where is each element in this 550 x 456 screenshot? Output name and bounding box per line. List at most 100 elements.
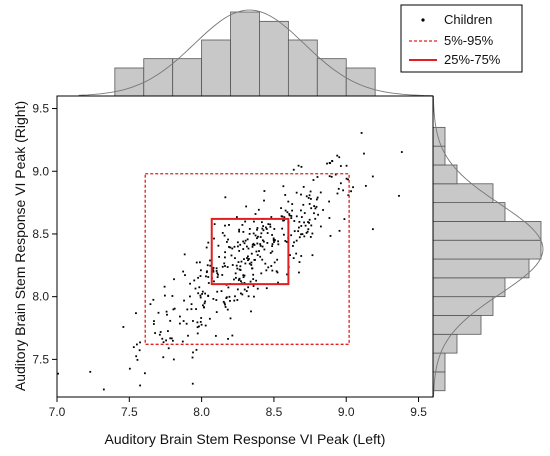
- data-point: [243, 242, 246, 245]
- data-point: [298, 220, 301, 223]
- data-point: [253, 244, 256, 246]
- data-point: [305, 195, 308, 198]
- data-point: [309, 190, 312, 193]
- data-point: [277, 243, 280, 246]
- data-point: [261, 258, 264, 261]
- data-point: [185, 322, 188, 325]
- data-point: [224, 265, 226, 267]
- data-point: [238, 228, 241, 231]
- data-point: [272, 237, 275, 240]
- data-point: [213, 280, 215, 283]
- data-point: [196, 321, 199, 324]
- data-point: [273, 241, 275, 243]
- data-point: [196, 332, 199, 335]
- data-point: [242, 231, 245, 233]
- top-histogram-bar: [114, 67, 145, 97]
- data-point: [226, 266, 229, 268]
- data-point: [256, 254, 259, 256]
- right-histogram-bar: [432, 296, 494, 316]
- data-point: [251, 267, 253, 270]
- data-point: [213, 237, 215, 240]
- data-point: [239, 265, 242, 268]
- data-point: [247, 255, 249, 258]
- data-point: [308, 218, 311, 221]
- data-point: [204, 324, 207, 327]
- data-point: [258, 250, 260, 252]
- data-point: [336, 154, 339, 157]
- data-point: [300, 216, 303, 218]
- data-point: [215, 311, 218, 313]
- data-point: [228, 246, 230, 248]
- data-point: [162, 341, 165, 344]
- data-point: [300, 255, 303, 257]
- x-tick-label: 9.0: [338, 405, 355, 419]
- data-point: [273, 261, 276, 264]
- data-point: [242, 276, 245, 279]
- data-point: [250, 310, 252, 313]
- data-point: [288, 213, 291, 215]
- data-point: [200, 317, 203, 319]
- x-tick-label: 8.0: [193, 405, 210, 419]
- data-point: [263, 248, 266, 251]
- data-point: [199, 320, 202, 323]
- data-point: [204, 292, 207, 295]
- data-point: [292, 168, 295, 171]
- data-point: [193, 279, 196, 282]
- data-point: [266, 232, 269, 234]
- data-point: [235, 216, 238, 218]
- data-point: [251, 243, 254, 246]
- data-point: [221, 232, 224, 234]
- data-point: [181, 340, 184, 343]
- data-point: [350, 190, 352, 193]
- data-point: [303, 212, 306, 214]
- data-point: [275, 270, 278, 273]
- legend-marker-children: [421, 18, 425, 22]
- data-point: [236, 267, 239, 270]
- data-point: [239, 269, 242, 271]
- data-point: [309, 198, 312, 200]
- data-point: [262, 229, 265, 232]
- plot-area-frame: [56, 95, 434, 398]
- y-tick-label: 9.5: [32, 102, 49, 116]
- data-point: [252, 232, 255, 235]
- data-point: [139, 384, 142, 387]
- data-point: [308, 203, 311, 205]
- right-histogram-fit-curve: [432, 95, 544, 398]
- data-point: [223, 234, 226, 237]
- data-point: [286, 273, 288, 276]
- data-point: [205, 275, 207, 278]
- data-point: [281, 215, 284, 218]
- data-point: [171, 295, 174, 297]
- data-point: [338, 156, 341, 159]
- data-point: [195, 308, 197, 311]
- data-point: [347, 194, 350, 197]
- data-point: [223, 262, 226, 265]
- data-point: [300, 233, 302, 236]
- data-point: [317, 213, 320, 216]
- data-point: [271, 243, 274, 245]
- data-point: [250, 252, 253, 255]
- data-point: [179, 315, 181, 318]
- data-point: [300, 209, 302, 212]
- data-point: [102, 388, 105, 391]
- data-point: [283, 216, 286, 219]
- data-point: [182, 320, 185, 322]
- data-point: [209, 259, 211, 262]
- data-point: [221, 274, 224, 276]
- data-point: [306, 230, 309, 233]
- data-point: [208, 317, 211, 320]
- y-tick-label: 7.5: [32, 352, 49, 366]
- data-point: [326, 162, 328, 165]
- data-point: [207, 241, 210, 244]
- data-point: [253, 258, 256, 261]
- data-point: [282, 219, 284, 222]
- data-point: [271, 234, 273, 236]
- data-point: [237, 261, 240, 263]
- data-point: [305, 231, 308, 234]
- data-point: [162, 356, 165, 359]
- data-point: [234, 272, 237, 275]
- data-point: [201, 290, 204, 293]
- data-point: [310, 207, 313, 210]
- data-point: [222, 300, 225, 303]
- data-point: [328, 175, 331, 178]
